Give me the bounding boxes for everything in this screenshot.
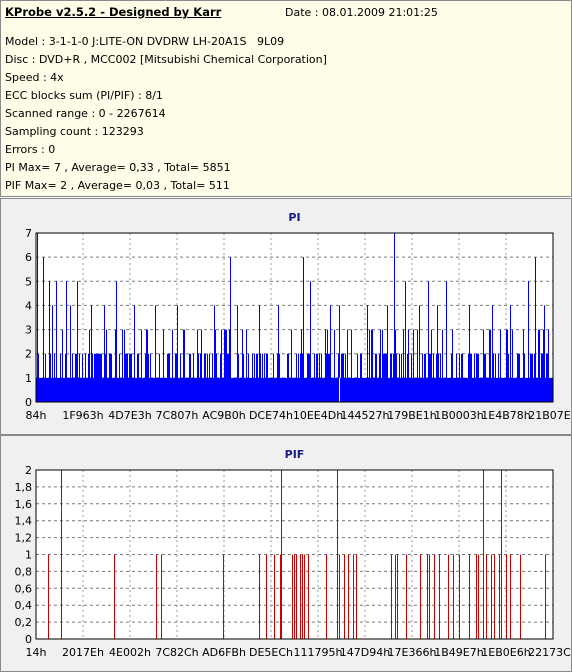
x-tick-label: 111795h <box>294 646 343 659</box>
y-tick-label: 1,6 <box>15 498 33 511</box>
x-tick-label: 7C82Ch <box>155 646 198 659</box>
x-tick-label: 17E366h <box>388 646 437 659</box>
y-tick-label: 2 <box>25 348 32 361</box>
info-pif-stats: PIF Max= 2 , Average= 0,03 , Total= 511 <box>5 179 230 192</box>
x-tick-label: 4E002h <box>109 646 151 659</box>
x-tick-label: 1B0003h <box>434 409 484 422</box>
x-tick-label: 1EB0E6h <box>481 646 530 659</box>
x-tick-label: 7C807h <box>156 409 199 422</box>
series-bars <box>36 233 553 402</box>
y-tick-label: 0 <box>25 396 32 409</box>
x-tick-label: 1E4B78h <box>481 409 530 422</box>
x-tick-label: AC9B0h <box>202 409 246 422</box>
info-disc: Disc : DVD+R , MCC002 [Mitsubishi Chemic… <box>5 53 327 66</box>
y-tick-label: 1,8 <box>15 481 33 494</box>
plot-area <box>36 233 553 402</box>
info-pi-stats: PI Max= 7 , Average= 0,33 , Total= 5851 <box>5 161 231 174</box>
info-model: Model : 3-1-1-0 J:LITE-ON DVDRW LH-20A1S… <box>5 35 285 48</box>
x-tick-label: 144527h <box>341 409 390 422</box>
scan-date: Date : 08.01.2009 21:01:25 <box>285 6 438 19</box>
y-tick-label: 0 <box>25 633 32 646</box>
y-tick-label: 4 <box>25 299 32 312</box>
x-tick-label: 10EE4Dh <box>293 409 343 422</box>
y-tick-label: 1 <box>25 549 32 562</box>
plot-frame <box>35 232 554 403</box>
info-errors: Errors : 0 <box>5 143 56 156</box>
plot-frame <box>35 469 554 640</box>
x-tick-label: 1B49E7h <box>434 646 483 659</box>
info-panel: KProbe v2.5.2 - Designed by Karr Date : … <box>0 0 572 197</box>
y-tick-label: 7 <box>25 227 32 240</box>
y-tick-label: 1 <box>25 372 32 385</box>
x-tick-label: 2017Eh <box>62 646 104 659</box>
chart-title: PI <box>288 211 300 224</box>
y-tick-label: 1,2 <box>15 532 33 545</box>
y-tick-label: 5 <box>25 275 32 288</box>
x-tick-label: DE5ECh <box>249 646 293 659</box>
x-tick-label: AD6FBh <box>202 646 246 659</box>
series-bars <box>48 470 546 639</box>
app-title: KProbe v2.5.2 - Designed by Karr <box>5 5 222 19</box>
x-tick-label: 21B07Eh <box>528 409 571 422</box>
info-scanned-range: Scanned range : 0 - 2267614 <box>5 107 166 120</box>
pif-chart-panel: PIF 0 0,2 0,4 0,6 0,8 1 1,2 1,4 1,6 1,8 2 14h 2017Eh 4… <box>0 435 572 672</box>
pif-chart: PIF 0 0,2 0,4 0,6 0,8 1 1,2 1,4 1,6 1,8 2 14h 2017Eh 4… <box>15 448 572 659</box>
y-tick-label: 1,4 <box>15 515 33 528</box>
y-tick-label: 6 <box>25 251 32 264</box>
x-tick-label: 1F963h <box>62 409 103 422</box>
pi-chart-panel: PI 0 1 2 3 4 5 6 7 84h 1F963h 4D7E3h 7C807h AC9B0h DCE… <box>0 198 572 435</box>
pi-chart: PI 0 1 2 3 4 5 6 7 84h 1F963h 4D7E3h 7C807h AC9B0h DCE… <box>25 211 571 422</box>
x-tick-label: 14h <box>26 646 47 659</box>
y-tick-label: 0,4 <box>15 599 33 612</box>
x-tick-label: 22173Ch <box>528 646 571 659</box>
info-sampling-count: Sampling count : 123293 <box>5 125 144 138</box>
y-tick-label: 2 <box>25 464 32 477</box>
y-tick-label: 3 <box>25 324 32 337</box>
info-speed: Speed : 4x <box>5 71 64 84</box>
chart-title: PIF <box>285 448 305 461</box>
y-tick-label: 0,2 <box>15 616 33 629</box>
y-tick-label: 0,6 <box>15 582 33 595</box>
y-tick-label: 0,8 <box>15 565 33 578</box>
x-tick-label: DCE74h <box>249 409 293 422</box>
x-tick-label: 4D7E3h <box>108 409 151 422</box>
x-tick-label: 84h <box>26 409 47 422</box>
x-tick-label: 147D94h <box>340 646 390 659</box>
x-tick-label: 179BE1h <box>387 409 436 422</box>
info-ecc-sum: ECC blocks sum (PI/PIF) : 8/1 <box>5 89 163 102</box>
